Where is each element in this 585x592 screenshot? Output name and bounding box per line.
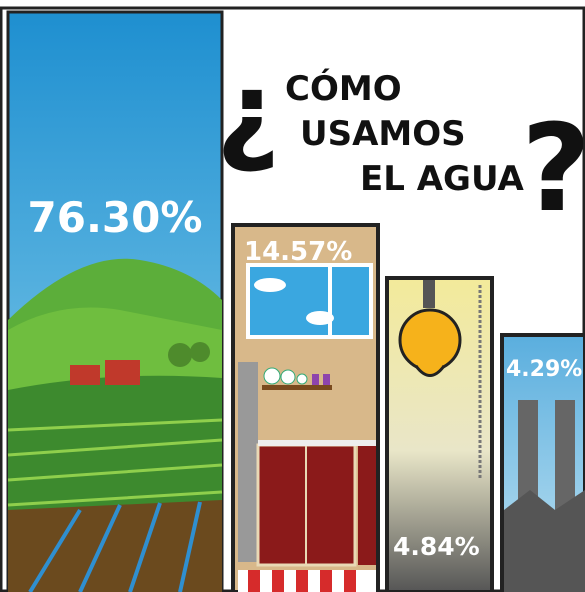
title-line: EL AGUA	[360, 159, 525, 199]
title-close-mark: ?	[521, 100, 585, 239]
title-line: CÓMO	[285, 68, 402, 109]
title-line: USAMOS	[300, 114, 466, 154]
percent-label: 76.30%	[28, 193, 203, 242]
agriculture-panel	[8, 12, 222, 592]
percent-label: 4.29%	[506, 357, 582, 382]
domestic-panel	[233, 225, 378, 592]
infographic: 76.30% 14.57% 4.84% 4.29%	[0, 0, 585, 592]
percent-label: 4.84%	[393, 532, 480, 561]
title-open-mark: ¿	[216, 48, 280, 176]
percent-label: 14.57%	[244, 237, 352, 267]
